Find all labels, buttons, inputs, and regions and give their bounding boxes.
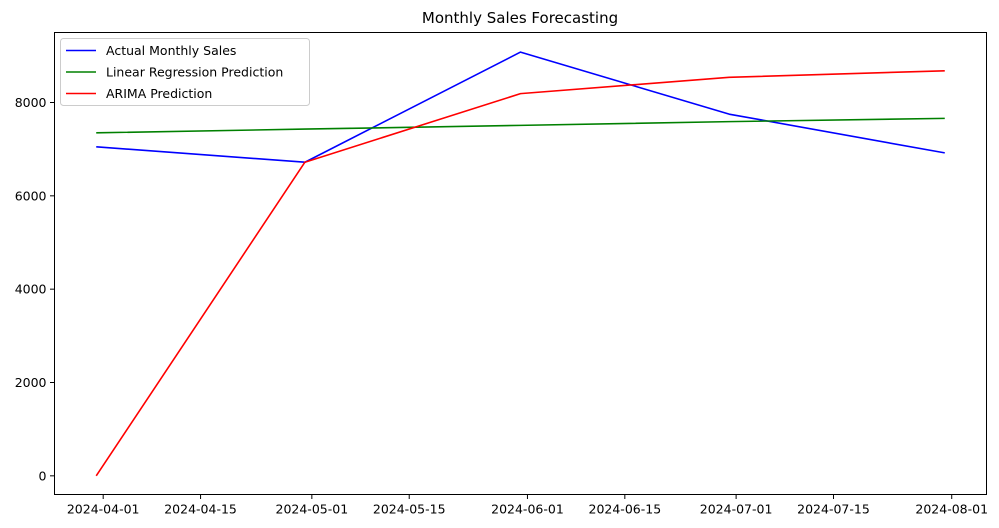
plot-background — [54, 32, 987, 495]
y-tick-label: 8000 — [15, 95, 47, 110]
chart-title: Monthly Sales Forecasting — [422, 9, 618, 27]
x-tick-label: 2024-06-15 — [589, 502, 662, 517]
x-tick-label: 2024-07-15 — [797, 502, 870, 517]
x-tick-label: 2024-05-01 — [276, 502, 349, 517]
y-tick-label: 2000 — [15, 375, 47, 390]
x-tick-label: 2024-04-01 — [67, 502, 140, 517]
x-tick-label: 2024-06-01 — [491, 502, 564, 517]
legend-label-2: ARIMA Prediction — [106, 86, 212, 101]
x-tick-label: 2024-07-01 — [700, 502, 773, 517]
plot-frame — [54, 32, 987, 495]
y-tick-label: 0 — [39, 468, 47, 483]
series-layer — [95, 51, 945, 477]
legend: Actual Monthly Sales Linear Regression Pr… — [60, 38, 310, 106]
legend-label-0: Actual Monthly Sales — [106, 43, 236, 58]
y-tick-label: 4000 — [15, 282, 47, 297]
x-axis: 2024-04-01 2024-04-15 2024-05-01 2024-05-15… — [67, 494, 988, 517]
series-line-1 — [96, 117, 945, 134]
series-line-2 — [95, 69, 945, 477]
x-tick-label: 2024-04-15 — [164, 502, 237, 517]
series-line-0 — [96, 51, 945, 164]
y-axis: 0 2000 4000 6000 8000 — [15, 95, 55, 483]
x-tick-label: 2024-05-15 — [373, 502, 446, 517]
x-tick-label: 2024-08-01 — [915, 502, 988, 517]
y-tick-label: 6000 — [15, 188, 47, 203]
legend-label-1: Linear Regression Prediction — [106, 65, 283, 80]
legend-box — [60, 38, 310, 106]
